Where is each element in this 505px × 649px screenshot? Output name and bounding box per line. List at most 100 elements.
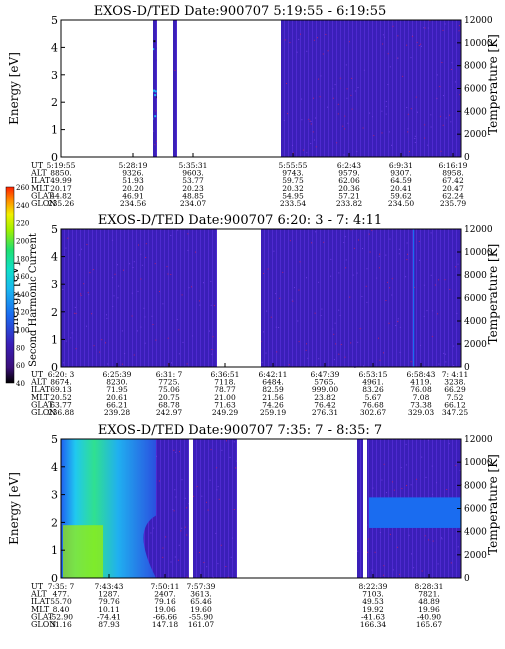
ephemeris-value: 79.16 — [154, 597, 176, 606]
ephemeris-value: 21.00 — [214, 393, 236, 402]
ephemeris-value: 64.59 — [390, 176, 412, 185]
colorbar-tick-label: 180 — [16, 255, 29, 263]
ephemeris-value: 54.95 — [282, 191, 304, 200]
ephemeris-value: 3613. — [190, 590, 211, 599]
y-tick-label: 3 — [51, 69, 58, 82]
row-label: GLON — [31, 408, 56, 417]
ephemeris-value: 249.29 — [212, 408, 238, 417]
row-label: ILAT — [31, 385, 51, 394]
ephemeris-value: 8.40 — [53, 605, 70, 614]
y-tick-label: 3 — [51, 278, 58, 291]
ephemeris-value: 46.91 — [122, 191, 143, 200]
colorbar-tick-label: 80 — [16, 344, 25, 352]
ephemeris-value: 68.78 — [158, 400, 180, 409]
ephemeris-value: 6:36:51 — [211, 370, 240, 379]
ephemeris-value: 55.70 — [50, 597, 72, 606]
ephemeris-value: 19.60 — [190, 605, 212, 614]
y2-tick-label: 0 — [464, 574, 470, 584]
ephemeris-value: 6:31: 7 — [156, 370, 183, 379]
ephemeris-value: 7725. — [158, 378, 179, 387]
ephemeris-value: 31.16 — [50, 620, 72, 629]
y-tick-label: 4 — [51, 251, 58, 264]
ephemeris-value: 5:55:55 — [279, 161, 308, 170]
ephemeris-value: 8:22:39 — [359, 582, 388, 591]
ephemeris-value: 59.62 — [390, 191, 412, 200]
y2-tick-label: 8000 — [464, 481, 487, 491]
ephemeris-value: 76.08 — [410, 385, 432, 394]
ephemeris-value: 4119. — [410, 378, 431, 387]
row-label: ILAT — [31, 176, 51, 185]
ephemeris-value: 4961. — [362, 378, 383, 387]
y2-tick-label: 6000 — [464, 294, 487, 304]
ephemeris-value: 49.99 — [50, 176, 72, 185]
ephemeris-value: 234.50 — [388, 199, 414, 208]
ephemeris-value: 7.08 — [413, 393, 430, 402]
y2-tick-label: 4000 — [464, 317, 487, 327]
ephemeris-value: 63.77 — [50, 400, 72, 409]
ephemeris-value: 9326. — [122, 169, 143, 178]
ephemeris-value: -55.90 — [189, 612, 213, 621]
ephemeris-value: 21.56 — [262, 393, 284, 402]
ephemeris-value: 166.34 — [360, 620, 386, 629]
row-label: ALT — [30, 169, 47, 178]
y2-tick-label: 2000 — [464, 551, 487, 561]
ephemeris-value: 8:28:31 — [415, 582, 444, 591]
y2-tick-label: 6000 — [464, 505, 487, 515]
ephemeris-value: 235.26 — [48, 199, 74, 208]
y-tick-label: 3 — [51, 489, 58, 502]
ephemeris-value: 233.54 — [280, 199, 306, 208]
ephemeris-value: 8230. — [106, 378, 127, 387]
ephemeris-value: 5:19:55 — [47, 161, 76, 170]
ephemeris-value: 19.92 — [362, 605, 384, 614]
spectrogram-panel-1: EXOS-D/TED Date:900707 5:19:55 - 6:19:55… — [7, 4, 500, 208]
data-gap — [61, 20, 153, 157]
row-label: UT — [31, 582, 44, 591]
ephemeris-value: 76.42 — [314, 400, 336, 409]
ephemeris-value: -40.90 — [417, 612, 441, 621]
ephemeris-value: 7:57:39 — [187, 582, 216, 591]
ephemeris-value: 276.31 — [312, 408, 338, 417]
ephemeris-value: -52.90 — [49, 612, 73, 621]
ephemeris-value: 87.93 — [98, 620, 120, 629]
colorbar-tick-label: 200 — [16, 237, 29, 245]
panel-title: EXOS-D/TED Date:900707 6:20: 3 - 7: 4:11 — [98, 213, 382, 228]
ephemeris-value: 259.19 — [260, 408, 286, 417]
ephemeris-value: 6:20: 3 — [48, 370, 75, 379]
colorbar-tick-label: 260 — [16, 184, 29, 192]
ephemeris-value: 302.67 — [360, 408, 386, 417]
y2-tick-label: 0 — [464, 363, 470, 373]
plasma-feature — [61, 439, 461, 578]
ephemeris-value: 234.56 — [120, 199, 146, 208]
y2-tick-label: 10000 — [464, 248, 493, 258]
row-label: ALT — [30, 378, 47, 387]
row-label: GLAT — [31, 191, 54, 200]
ephemeris-value: 7:35: 7 — [48, 582, 75, 591]
y2-tick-label: 12000 — [464, 435, 493, 445]
data-gap — [189, 439, 193, 578]
row-label: UT — [31, 161, 44, 170]
y2-axis-label: Temperature [K] — [486, 34, 500, 135]
row-label: GLAT — [31, 612, 54, 621]
y-tick-label: 1 — [51, 333, 58, 346]
ephemeris-value: 8850. — [50, 169, 71, 178]
colorbar-tick-label: 100 — [16, 327, 29, 335]
y-tick-label: 0 — [51, 151, 58, 164]
ephemeris-value: 7: 4:11 — [442, 370, 469, 379]
ephemeris-value: 234.07 — [180, 199, 206, 208]
ephemeris-value: 20.41 — [390, 184, 411, 193]
y2-axis-label: Temperature [K] — [486, 244, 500, 345]
ephemeris-value: 19.06 — [154, 605, 176, 614]
ephemeris-value: 9579. — [338, 169, 359, 178]
y-tick-label: 2 — [51, 96, 58, 109]
ephemeris-value: -66.66 — [153, 612, 177, 621]
ephemeris-value: 7.52 — [447, 393, 464, 402]
ephemeris-value: 74.26 — [262, 400, 284, 409]
ephemeris-value: 69.13 — [50, 385, 72, 394]
ephemeris-value: 6:25:39 — [103, 370, 132, 379]
y2-tick-label: 10000 — [464, 39, 493, 49]
y2-tick-label: 4000 — [464, 528, 487, 538]
ephemeris-value: 233.82 — [336, 199, 362, 208]
ephemeris-value: 347.25 — [442, 408, 468, 417]
ephemeris-value: 10.11 — [98, 605, 119, 614]
